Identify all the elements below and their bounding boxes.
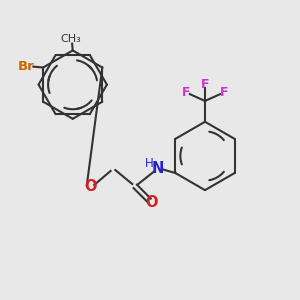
- Text: N: N: [152, 161, 164, 176]
- Text: F: F: [182, 86, 190, 99]
- Text: O: O: [84, 179, 97, 194]
- Text: H: H: [145, 157, 154, 170]
- Text: F: F: [201, 78, 209, 91]
- Text: Br: Br: [17, 59, 34, 73]
- Text: CH₃: CH₃: [61, 34, 82, 44]
- Text: O: O: [146, 195, 158, 210]
- Text: F: F: [220, 86, 229, 99]
